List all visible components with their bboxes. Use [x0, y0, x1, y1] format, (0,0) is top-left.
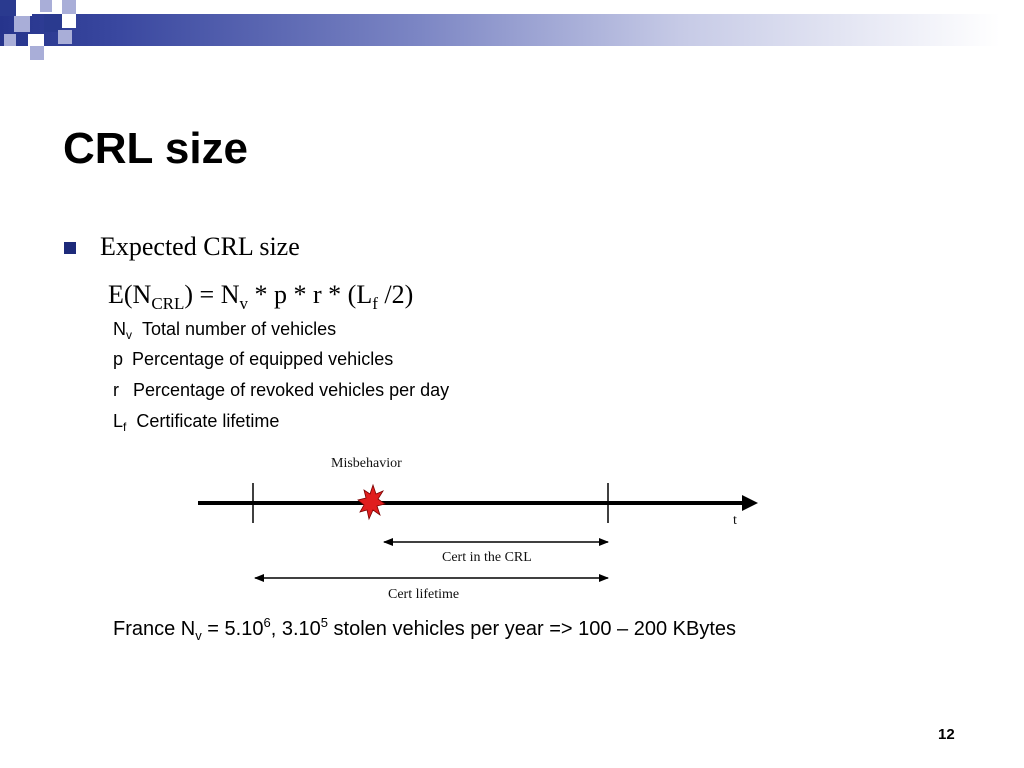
- page-number: 12: [938, 726, 955, 743]
- definition-symbol: p: [113, 349, 124, 369]
- definition-nv: Nv Total number of vehicles: [113, 318, 337, 342]
- formula-part: * p * r * (L: [248, 280, 373, 309]
- formula-part: /2): [377, 280, 414, 309]
- timeline-diagram: Misbehavior t Cert in the CRL Cert lifet…: [180, 445, 780, 615]
- definition-symbol: r: [113, 380, 119, 400]
- definition-text: Certificate lifetime: [136, 411, 280, 431]
- crl-formula: E(NCRL) = Nv * p * r * (Lf /2): [108, 278, 413, 312]
- bullet-text: Expected CRL size: [100, 232, 300, 261]
- square-bullet-icon: [64, 242, 76, 254]
- definition-text: Percentage of revoked vehicles per day: [133, 380, 450, 400]
- time-axis-label: t: [733, 513, 737, 528]
- definition-symbol: Lf: [113, 411, 127, 434]
- formula-sub-v: v: [239, 294, 249, 313]
- cert-in-crl-label: Cert in the CRL: [442, 550, 532, 565]
- formula-part: ) = N: [184, 280, 240, 309]
- timeline-svg: [198, 483, 758, 582]
- definition-lf: Lf Certificate lifetime: [113, 410, 280, 434]
- cert-lifetime-label: Cert lifetime: [388, 587, 460, 602]
- misbehavior-burst-icon: [357, 483, 386, 521]
- formula-part: E(N: [108, 280, 152, 309]
- definition-r: r Percentage of revoked vehicles per day: [113, 379, 449, 401]
- slide-title: CRL size: [63, 124, 249, 173]
- misbehavior-label: Misbehavior: [331, 456, 402, 471]
- formula-sub-f: f: [372, 294, 378, 313]
- definition-text: Total number of vehicles: [142, 319, 337, 339]
- time-axis-arrowhead-icon: [742, 495, 758, 511]
- definition-symbol: Nv: [113, 319, 132, 342]
- definition-text: Percentage of equipped vehicles: [132, 349, 394, 369]
- formula-sub-crl: CRL: [151, 294, 185, 313]
- header-gradient-bar: [0, 14, 1024, 46]
- france-estimate: France Nv = 5.106, 3.105 stolen vehicles…: [113, 615, 737, 643]
- definition-p: p Percentage of equipped vehicles: [113, 348, 393, 370]
